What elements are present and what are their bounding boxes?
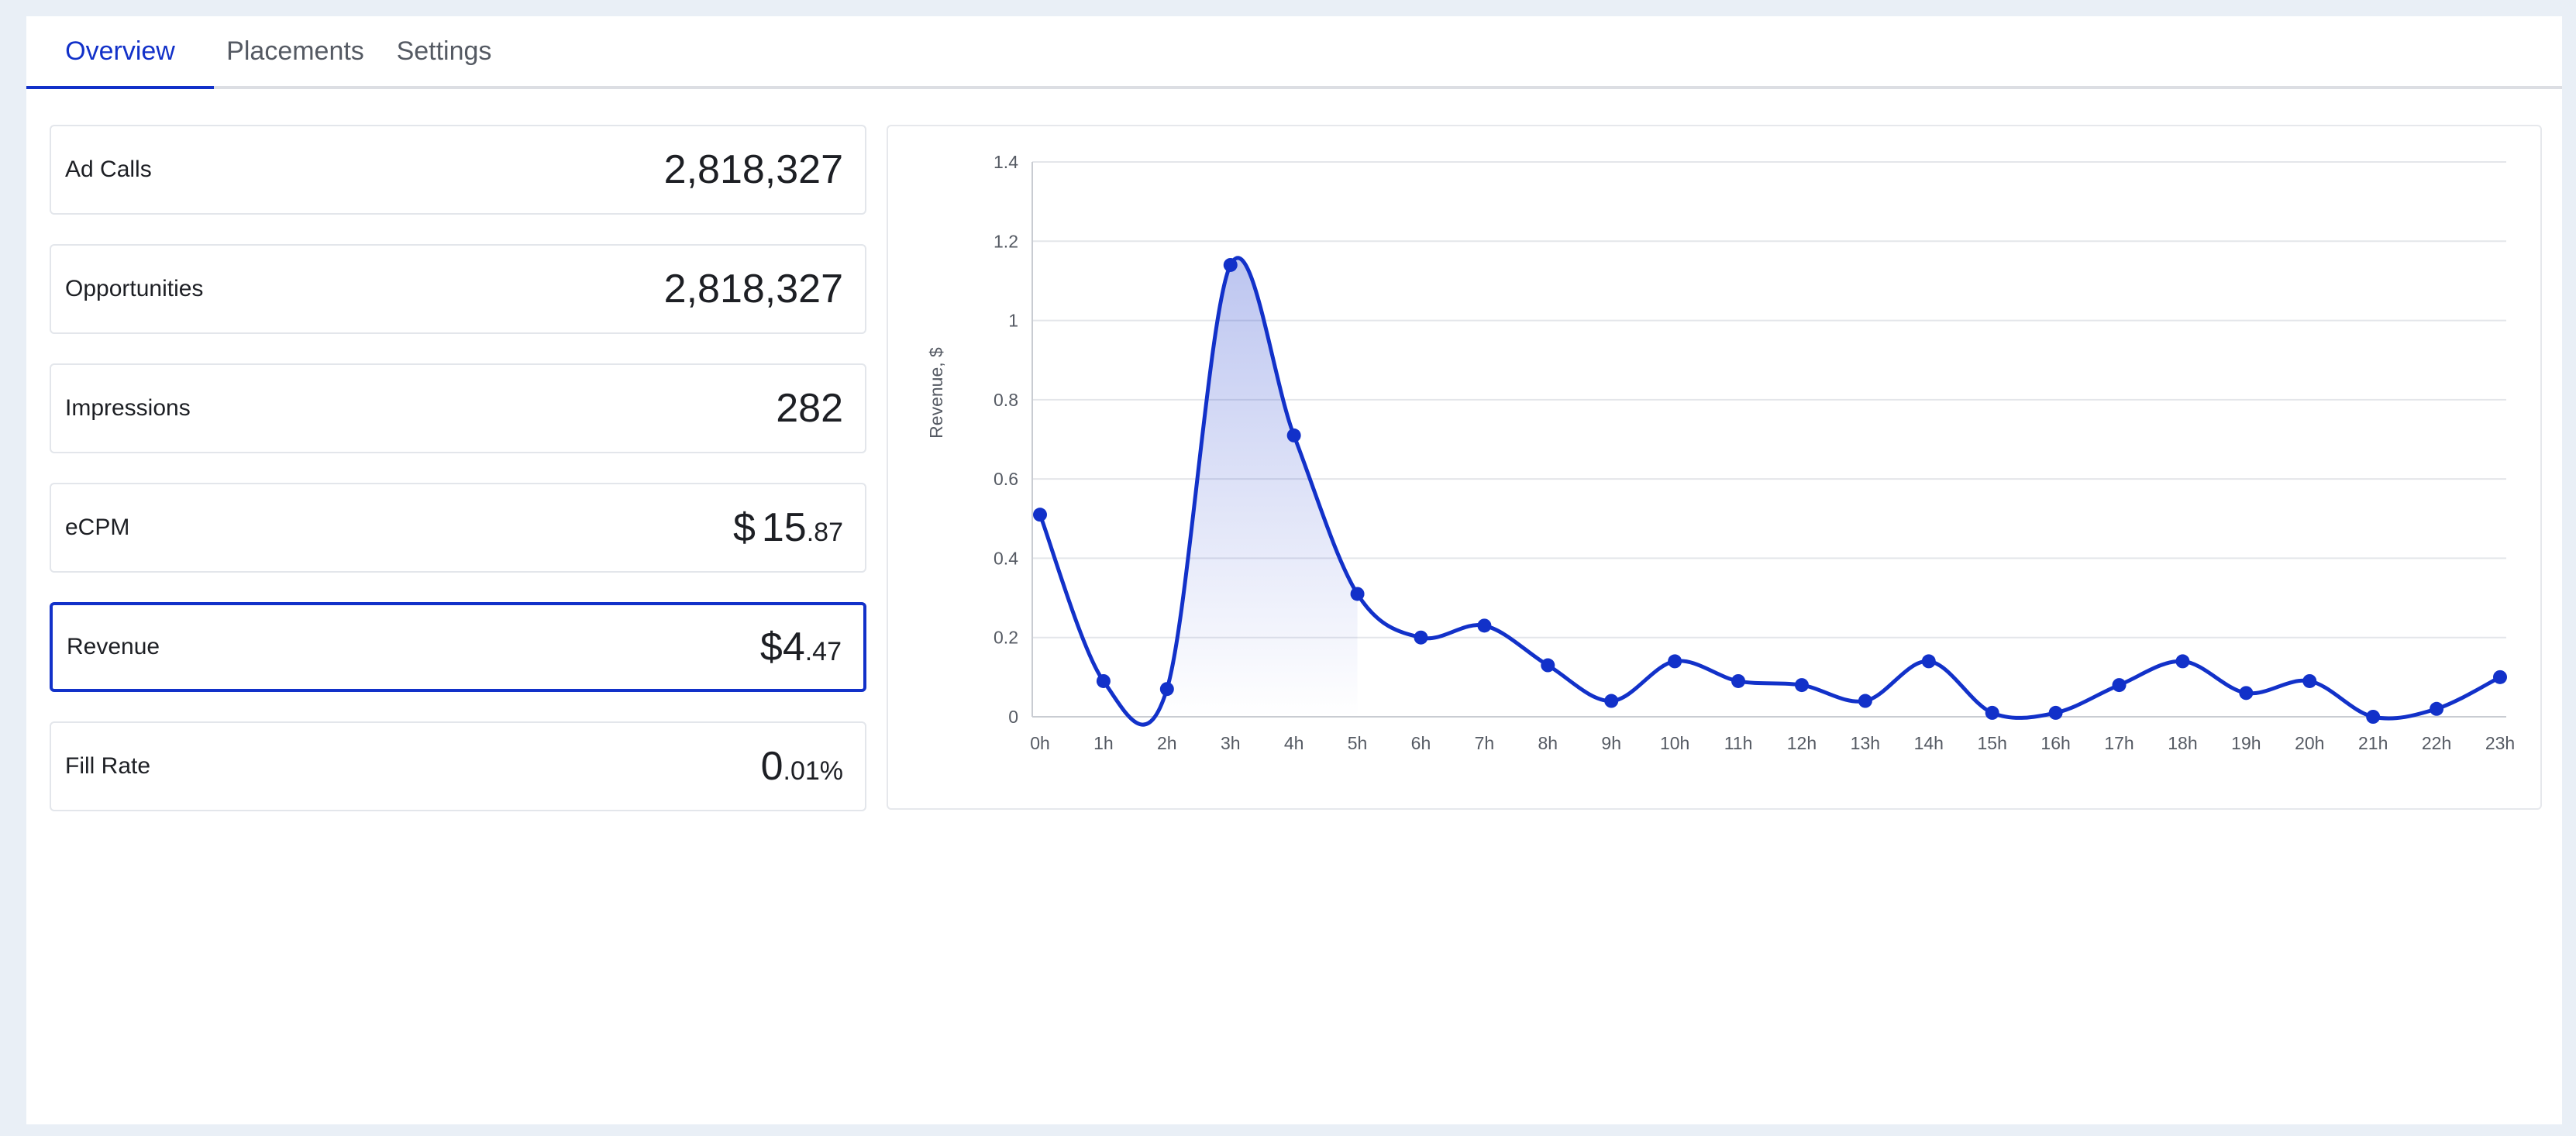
metric-value: $4.47 xyxy=(760,624,842,670)
tab-settings[interactable]: Settings xyxy=(396,36,492,66)
y-tick-label: 0.4 xyxy=(994,548,1018,568)
data-point xyxy=(1668,654,1682,669)
currency-symbol: $ xyxy=(732,505,756,550)
data-point xyxy=(1096,673,1111,688)
data-point xyxy=(1541,658,1555,673)
y-tick-label: 0.8 xyxy=(994,390,1018,410)
data-point xyxy=(1223,257,1238,272)
x-tick-label: 22h xyxy=(2422,733,2451,753)
data-point xyxy=(1731,673,1746,688)
value-decimal: .47 xyxy=(804,637,842,666)
y-tick-label: 1.2 xyxy=(994,231,1018,251)
x-tick-label: 18h xyxy=(2168,733,2197,753)
data-point xyxy=(2366,710,2381,724)
revenue-chart-card: 0 0.2 0.4 0.6 0.8 1 1.2 1.4 Revenue, $ 0h 1h 2h 3h 4h… xyxy=(887,125,2542,810)
y-tick-label: 0.6 xyxy=(994,469,1018,489)
x-tick-label: 13h xyxy=(1851,733,1880,753)
data-point xyxy=(1477,618,1492,633)
y-tick-label: 0.2 xyxy=(994,628,1018,648)
metric-label: Opportunities xyxy=(65,276,204,301)
x-tick-label: 14h xyxy=(1914,733,1944,753)
x-tick-label: 19h xyxy=(2231,733,2261,753)
x-tick-label: 7h xyxy=(1475,733,1495,753)
data-point xyxy=(1414,630,1428,645)
x-tick-label: 11h xyxy=(1724,733,1753,753)
value-decimal: .87 xyxy=(806,518,843,547)
x-tick-label: 8h xyxy=(1538,733,1558,753)
data-point xyxy=(1921,654,1936,669)
revenue-chart: 0 0.2 0.4 0.6 0.8 1 1.2 1.4 Revenue, $ 0h 1h 2h 3h 4h… xyxy=(926,152,2515,753)
x-tick-label: 4h xyxy=(1284,733,1304,753)
tab-placements[interactable]: Placements xyxy=(226,36,364,66)
y-axis-label: Revenue, $ xyxy=(926,347,946,439)
value-decimal: .01% xyxy=(783,756,844,786)
currency-symbol: $ xyxy=(759,625,783,670)
data-point xyxy=(2239,686,2254,701)
x-tick-label: 17h xyxy=(2104,733,2133,753)
x-tick-label: 15h xyxy=(1978,733,2007,753)
data-point xyxy=(1858,694,1872,708)
value-whole: 15 xyxy=(761,505,807,550)
data-point xyxy=(2112,678,2127,693)
data-point xyxy=(1604,694,1619,708)
metric-label: Revenue xyxy=(67,634,160,659)
y-tick-label: 1 xyxy=(1008,311,1018,331)
y-tick-label: 1.4 xyxy=(994,152,1018,172)
tab-overview[interactable]: Overview xyxy=(26,16,214,89)
metric-card-opportunities[interactable]: Opportunities 2,818,327 xyxy=(50,244,866,334)
data-point xyxy=(2493,670,2507,684)
x-tick-label: 21h xyxy=(2358,733,2388,753)
x-tick-label: 3h xyxy=(1221,733,1241,753)
data-point xyxy=(1794,678,1809,693)
metric-value: 282 xyxy=(776,386,843,431)
data-point xyxy=(1350,587,1365,601)
y-tick-label: 0 xyxy=(1008,707,1018,727)
metric-card-revenue[interactable]: Revenue $4.47 xyxy=(50,602,866,692)
x-tick-label: 16h xyxy=(2040,733,2070,753)
x-tick-label: 9h xyxy=(1601,733,1621,753)
x-tick-label: 2h xyxy=(1157,733,1177,753)
metric-value: $15.87 xyxy=(733,504,843,551)
metric-label: Ad Calls xyxy=(65,157,152,182)
metric-label: Fill Rate xyxy=(65,753,151,779)
metric-value: 2,818,327 xyxy=(663,147,843,192)
data-point xyxy=(1033,508,1047,522)
x-tick-label: 6h xyxy=(1411,733,1431,753)
series-area-fill xyxy=(1166,257,1358,717)
metric-card-fill-rate[interactable]: Fill Rate 0.01% xyxy=(50,721,866,811)
dashboard-panel: Overview Placements Settings Ad Calls 2,… xyxy=(26,16,2562,1124)
x-tick-label: 20h xyxy=(2295,733,2324,753)
data-point xyxy=(2175,654,2190,669)
value-whole: 0 xyxy=(760,744,783,789)
data-point xyxy=(2302,673,2317,688)
metric-label: Impressions xyxy=(65,395,191,421)
data-point xyxy=(2048,705,2063,720)
data-point xyxy=(1286,428,1301,442)
data-point xyxy=(1985,705,1999,720)
x-tick-label: 1h xyxy=(1093,733,1114,753)
data-point xyxy=(2430,701,2444,716)
tab-bar: Overview Placements Settings xyxy=(26,16,2562,89)
metric-value: 2,818,327 xyxy=(663,267,843,312)
x-tick-label: 0h xyxy=(1030,733,1050,753)
x-tick-label: 23h xyxy=(2485,733,2515,753)
data-point xyxy=(1159,682,1174,697)
metric-card-ad-calls[interactable]: Ad Calls 2,818,327 xyxy=(50,125,866,215)
x-tick-label: 5h xyxy=(1348,733,1368,753)
metric-card-ecpm[interactable]: eCPM $15.87 xyxy=(50,483,866,573)
value-whole: 4 xyxy=(782,625,805,670)
x-tick-label: 12h xyxy=(1787,733,1817,753)
metric-value: 0.01% xyxy=(761,743,843,790)
x-tick-label: 10h xyxy=(1660,733,1689,753)
metric-label: eCPM xyxy=(65,515,130,540)
metric-card-impressions[interactable]: Impressions 282 xyxy=(50,363,866,453)
